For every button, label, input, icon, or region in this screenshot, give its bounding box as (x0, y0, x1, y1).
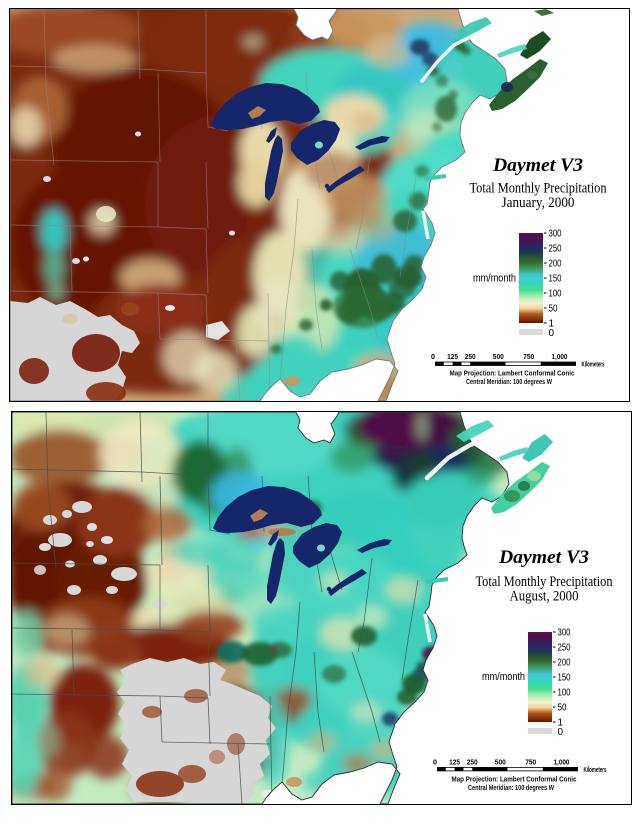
svg-text:1,000: 1,000 (554, 760, 570, 767)
svg-text:Map Projection: Lambert Confo: Map Projection: Lambert Conformal Conic (452, 775, 577, 784)
svg-text:300: 300 (558, 628, 571, 639)
svg-text:750: 750 (525, 760, 536, 767)
svg-text:Central Meridian: 100 degrees: Central Meridian: 100 degrees W (468, 783, 555, 792)
svg-text:500: 500 (493, 354, 504, 361)
svg-text:1: 1 (558, 718, 564, 729)
svg-text:Map Projection: Lambert Confo: Map Projection: Lambert Conformal Conic (450, 369, 575, 378)
svg-text:300: 300 (549, 229, 562, 240)
svg-text:0: 0 (431, 354, 435, 361)
svg-text:1,000: 1,000 (552, 354, 568, 361)
svg-text:500: 500 (495, 760, 506, 767)
svg-text:150: 150 (558, 673, 571, 684)
svg-text:250: 250 (549, 244, 562, 255)
svg-text:0: 0 (558, 727, 564, 738)
svg-text:mm/month: mm/month (482, 671, 525, 683)
svg-text:125: 125 (447, 354, 458, 361)
svg-text:mm/month: mm/month (473, 273, 516, 285)
svg-text:125: 125 (449, 760, 460, 767)
svg-text:Total Monthly Precipitation: Total Monthly Precipitation (470, 181, 608, 197)
svg-text:200: 200 (558, 658, 571, 669)
svg-text:250: 250 (465, 354, 476, 361)
svg-text:0: 0 (433, 760, 437, 767)
svg-text:January, 2000: January, 2000 (502, 195, 575, 211)
svg-text:50: 50 (558, 703, 567, 714)
svg-text:Kilometers: Kilometers (582, 362, 605, 369)
svg-text:50: 50 (549, 304, 558, 315)
svg-text:Kilometers: Kilometers (584, 767, 607, 774)
svg-text:100: 100 (558, 688, 571, 699)
svg-text:Central Meridian: 100 degrees: Central Meridian: 100 degrees W (466, 377, 553, 386)
svg-text:Daymet V3: Daymet V3 (492, 155, 583, 176)
svg-text:100: 100 (549, 289, 562, 300)
svg-text:Total Monthly Precipitation: Total Monthly Precipitation (476, 574, 614, 590)
svg-text:250: 250 (467, 760, 478, 767)
svg-text:200: 200 (549, 259, 562, 270)
svg-text:150: 150 (549, 274, 562, 285)
svg-text:Daymet V3: Daymet V3 (498, 547, 589, 568)
svg-text:250: 250 (558, 643, 571, 654)
svg-text:750: 750 (523, 354, 534, 361)
svg-text:August, 2000: August, 2000 (510, 589, 579, 605)
svg-text:0: 0 (549, 328, 555, 339)
svg-text:1: 1 (549, 319, 555, 330)
